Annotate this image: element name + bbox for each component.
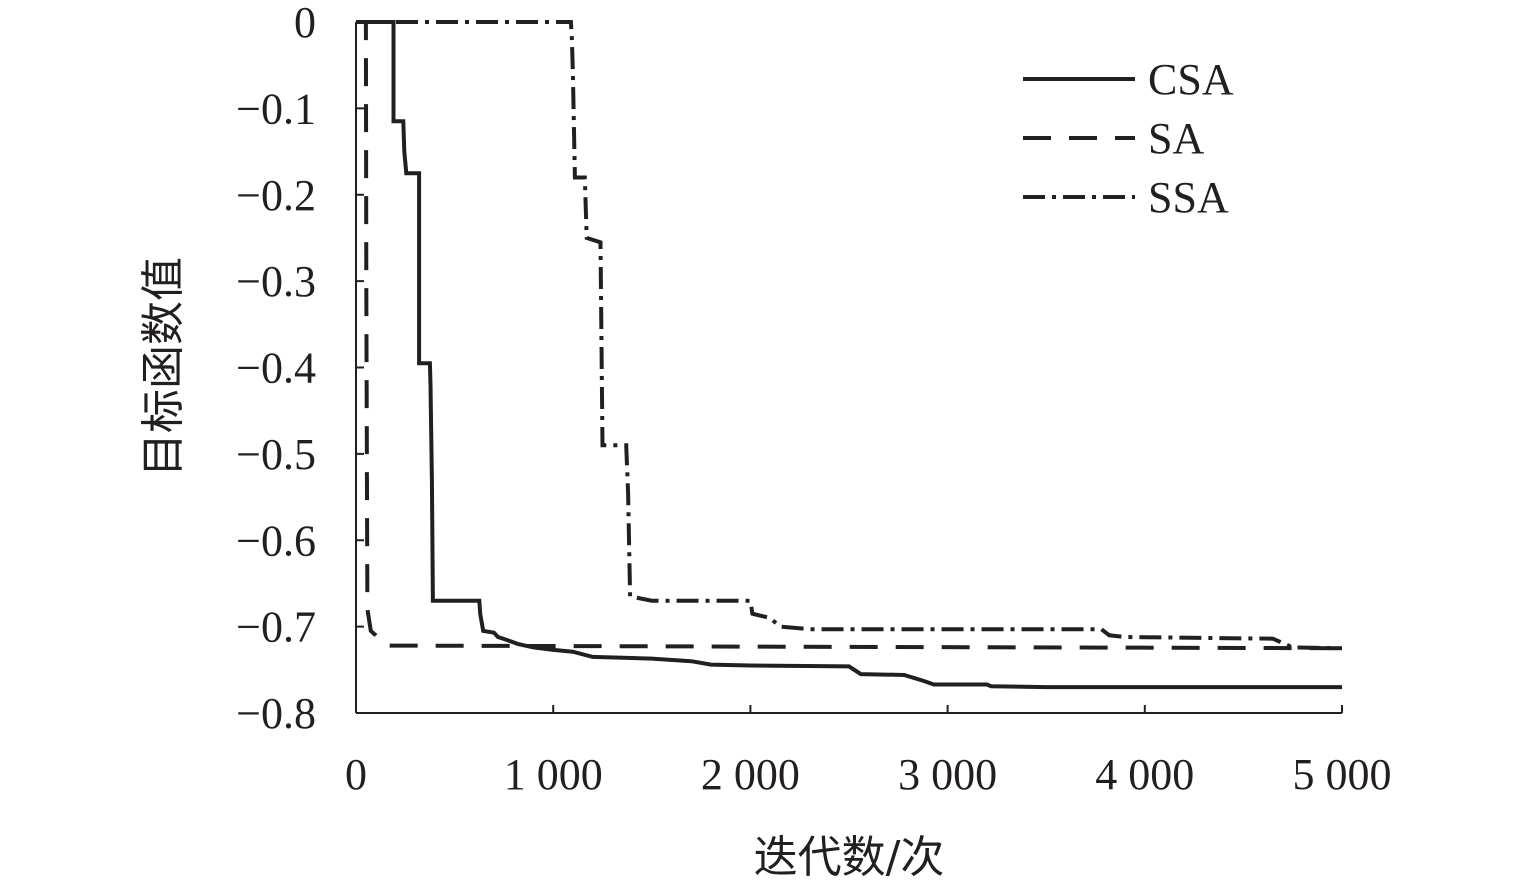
legend-label: SSA [1148, 173, 1229, 222]
y-tick-label: −0.6 [236, 516, 316, 565]
y-tick-label: 0 [294, 0, 316, 47]
series-line-csa [356, 20, 1342, 690]
series-line-ssa [356, 20, 1343, 651]
y-tick-label: −0.1 [236, 84, 316, 133]
x-tick-label: 2 000 [701, 750, 800, 799]
x-tick-label: 3 000 [898, 750, 997, 799]
x-tick-label: 0 [345, 750, 367, 799]
legend-label: CSA [1148, 55, 1234, 104]
y-tick-label: −0.5 [236, 430, 316, 479]
x-ticks: 0 1 000 2 000 3 000 4 000 5 000 [345, 705, 1392, 799]
x-tick-label: 1 000 [504, 750, 603, 799]
y-tick-label: −0.8 [236, 689, 316, 738]
legend-label: SA [1148, 114, 1204, 163]
y-axis-title: 目标函数值 [138, 257, 189, 477]
y-tick-label: −0.4 [236, 344, 316, 393]
y-tick-label: −0.2 [236, 171, 316, 220]
legend: CSA SA SSA [1023, 55, 1234, 222]
x-tick-label: 5 000 [1293, 750, 1392, 799]
y-tick-label: −0.3 [236, 257, 316, 306]
y-ticks: 0 −0.1 −0.2 −0.3 −0.4 −0.5 −0.6 −0.7 −0.8 [236, 0, 364, 738]
series-layer [356, 20, 1343, 690]
x-tick-label: 4 000 [1095, 750, 1194, 799]
x-axis-title: 迭代数/次 [754, 832, 945, 883]
series-line-sa [356, 20, 1343, 651]
y-tick-label: −0.7 [236, 603, 316, 652]
